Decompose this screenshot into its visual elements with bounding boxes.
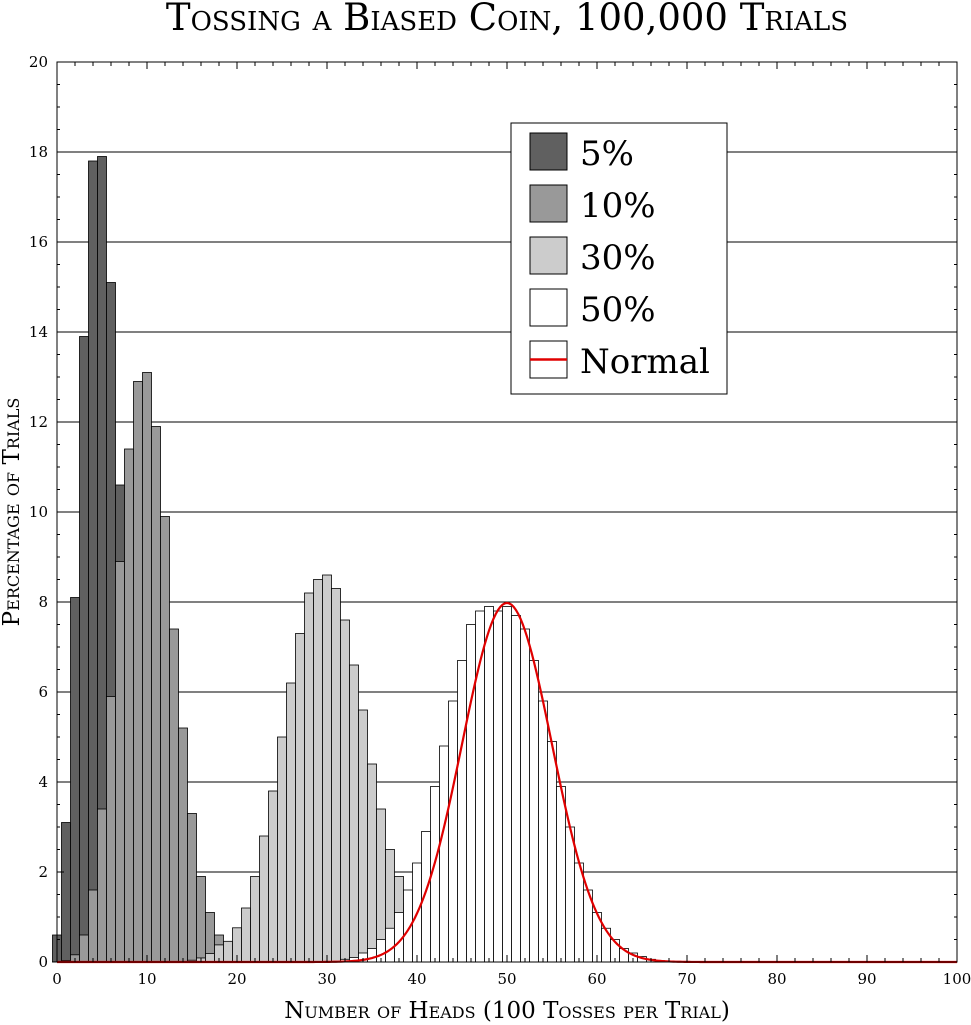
bar	[322, 574, 332, 963]
x-tick-label: 0	[52, 970, 62, 988]
bar	[466, 624, 476, 963]
y-tick-label: 18	[29, 143, 48, 161]
bar	[547, 741, 557, 963]
bar	[196, 876, 206, 963]
bar	[493, 610, 503, 963]
bar	[295, 633, 305, 963]
bar	[178, 727, 188, 963]
x-tick-label: 90	[857, 970, 876, 988]
bar	[88, 889, 98, 963]
x-tick-label: 50	[497, 970, 516, 988]
x-tick-label: 70	[677, 970, 696, 988]
bar	[169, 628, 179, 963]
bar	[502, 606, 512, 963]
legend-swatch	[529, 288, 568, 327]
x-tick-label: 20	[227, 970, 246, 988]
bar	[304, 592, 314, 963]
y-tick-label: 12	[29, 413, 48, 431]
y-tick-labels: 0 2 4 6 8 10 12 14 16 18 20	[29, 53, 48, 971]
legend-swatch	[529, 236, 568, 275]
bar	[88, 160, 98, 963]
chart-title: Tossing a Biased Coin, 100,000 Trials	[166, 0, 848, 39]
bar	[484, 606, 494, 963]
legend: 5% 10% 30% 50% Normal	[510, 122, 728, 395]
legend-label: 30%	[580, 238, 656, 278]
bar	[340, 619, 350, 963]
bar	[331, 588, 341, 963]
bar	[106, 696, 116, 963]
bar	[133, 381, 143, 963]
bar	[250, 876, 260, 963]
x-tick-label: 40	[407, 970, 426, 988]
y-tick-label: 8	[38, 593, 48, 611]
x-axis-label: Number of Heads (100 Tosses per Trial)	[284, 998, 730, 1024]
bar	[448, 700, 458, 963]
bar	[520, 628, 530, 963]
y-axis-label: Percentage of Trials	[0, 398, 25, 627]
legend-swatch	[529, 132, 568, 171]
bar	[259, 835, 269, 963]
y-tick-label: 16	[29, 233, 48, 251]
bar	[97, 808, 107, 963]
legend-swatch	[529, 184, 568, 223]
x-tick-label: 30	[317, 970, 336, 988]
y-tick-label: 10	[29, 503, 48, 521]
bar	[187, 813, 197, 963]
bar	[556, 786, 566, 963]
bar	[511, 615, 521, 963]
y-tick-label: 6	[38, 683, 48, 701]
legend-label: 10%	[580, 186, 656, 226]
y-tick-label: 0	[38, 953, 48, 971]
x-tick-labels: 0 10 20 30 40 50 60 70 80 90 100	[52, 970, 971, 988]
bar	[223, 940, 233, 963]
bar	[142, 372, 152, 963]
bar	[358, 709, 368, 963]
bar	[61, 822, 71, 963]
y-tick-label: 20	[29, 53, 48, 71]
bar	[79, 934, 89, 963]
bar	[385, 927, 395, 963]
bar	[565, 826, 575, 963]
bar	[277, 736, 287, 963]
bar	[115, 561, 125, 963]
bar	[574, 862, 584, 963]
x-tick-label: 80	[767, 970, 786, 988]
y-tick-label: 2	[38, 863, 48, 881]
legend-label: Normal	[580, 342, 710, 382]
bar	[367, 948, 377, 963]
bar	[439, 745, 449, 963]
x-tick-label: 10	[137, 970, 156, 988]
legend-label: 5%	[580, 134, 634, 174]
axis-ticks	[56, 61, 958, 963]
bar	[79, 336, 89, 963]
x-tick-label: 60	[587, 970, 606, 988]
series-30pct	[187, 574, 467, 963]
x-tick-label: 100	[943, 970, 971, 988]
bar	[268, 790, 278, 963]
bar	[367, 763, 377, 963]
bar	[376, 808, 386, 963]
bar	[457, 660, 467, 963]
bar	[529, 660, 539, 963]
bar	[349, 664, 359, 963]
bar	[151, 426, 161, 963]
bar	[313, 579, 323, 963]
bar	[70, 597, 80, 963]
bar	[124, 448, 134, 963]
bar	[538, 700, 548, 963]
bar	[205, 953, 215, 963]
y-tick-label: 14	[29, 323, 48, 341]
bar	[286, 682, 296, 963]
bar	[160, 516, 170, 963]
y-tick-label: 4	[38, 773, 48, 791]
legend-label: 50%	[580, 290, 656, 330]
bar	[241, 907, 251, 963]
